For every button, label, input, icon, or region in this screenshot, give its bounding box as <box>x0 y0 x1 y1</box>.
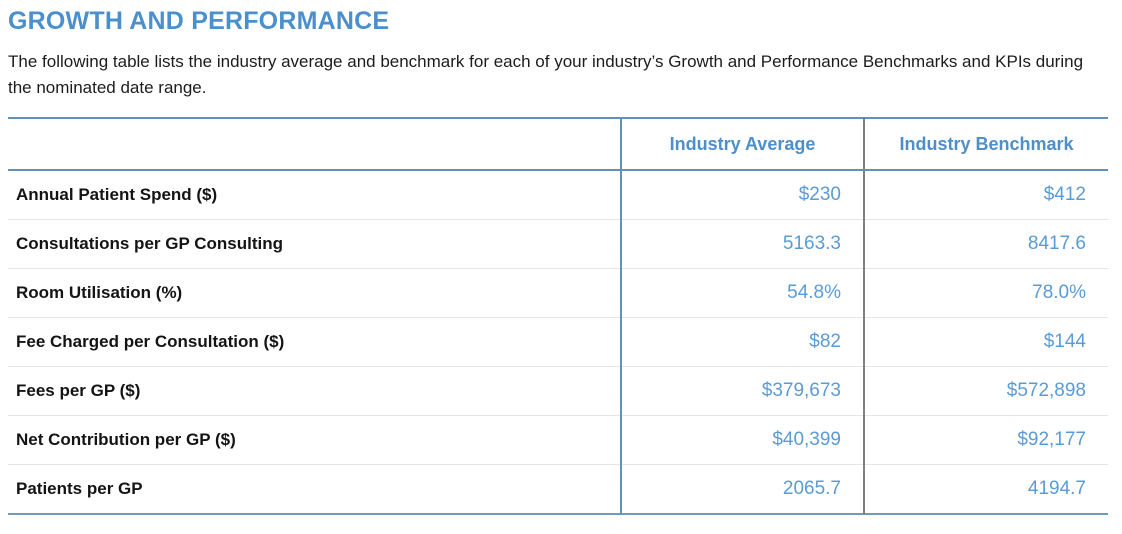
column-header-industry-benchmark: Industry Benchmark <box>863 118 1108 171</box>
industry-benchmark-value: 8417.6 <box>863 219 1108 269</box>
industry-benchmark-value: 78.0% <box>863 268 1108 318</box>
industry-average-value: $379,673 <box>620 366 864 416</box>
table-row: Patients per GP 2065.7 4194.7 <box>8 464 1108 514</box>
table-row: Fees per GP ($) $379,673 $572,898 <box>8 366 1108 416</box>
row-label: Patients per GP <box>16 479 143 498</box>
page-description: The following table lists the industry a… <box>8 52 1084 97</box>
industry-average-value: $40,399 <box>620 415 864 465</box>
row-label: Net Contribution per GP ($) <box>8 415 621 465</box>
industry-benchmark-value: $144 <box>863 317 1108 367</box>
table-row: Fee Charged per Consultation ($) $82 $14… <box>8 317 1108 367</box>
industry-benchmark-value: $412 <box>863 170 1108 220</box>
row-label: Annual Patient Spend ($) <box>8 170 621 220</box>
industry-average-value: $82 <box>620 317 864 367</box>
column-header-industry-average: Industry Average <box>620 118 864 171</box>
row-label: Room Utilisation (%) <box>8 268 621 318</box>
industry-average-value: 54.8% <box>620 268 864 318</box>
industry-benchmark-value: $572,898 <box>863 366 1108 416</box>
table-header-row: Industry Average Industry Benchmark <box>8 118 1108 171</box>
industry-benchmark-value: $92,177 <box>863 415 1108 465</box>
table-row: Room Utilisation (%) 54.8% 78.0% <box>8 268 1108 318</box>
table-row: Consultations per GP Consulting 5163.3 8… <box>8 219 1108 269</box>
row-label: Consultations per GP Consulting <box>8 219 621 269</box>
row-label: Fee Charged per Consultation ($) <box>8 317 621 367</box>
table-row: Annual Patient Spend ($) $230 $412 <box>8 170 1108 220</box>
industry-benchmark-value: 4194.7 <box>863 464 1108 514</box>
benchmarks-table: Industry Average Industry Benchmark Annu… <box>8 117 1108 515</box>
industry-average-value: 5163.3 <box>620 219 864 269</box>
page-title: GROWTH AND PERFORMANCE <box>8 7 390 35</box>
industry-average-value: $230 <box>620 170 864 220</box>
report-page: GROWTH AND PERFORMANCE The following tab… <box>8 7 1108 515</box>
row-label: Fees per GP ($) <box>8 366 621 416</box>
column-header-empty <box>8 118 621 171</box>
table-row: Net Contribution per GP ($) $40,399 $92,… <box>8 415 1108 465</box>
industry-average-value: 2065.7 <box>620 464 864 514</box>
